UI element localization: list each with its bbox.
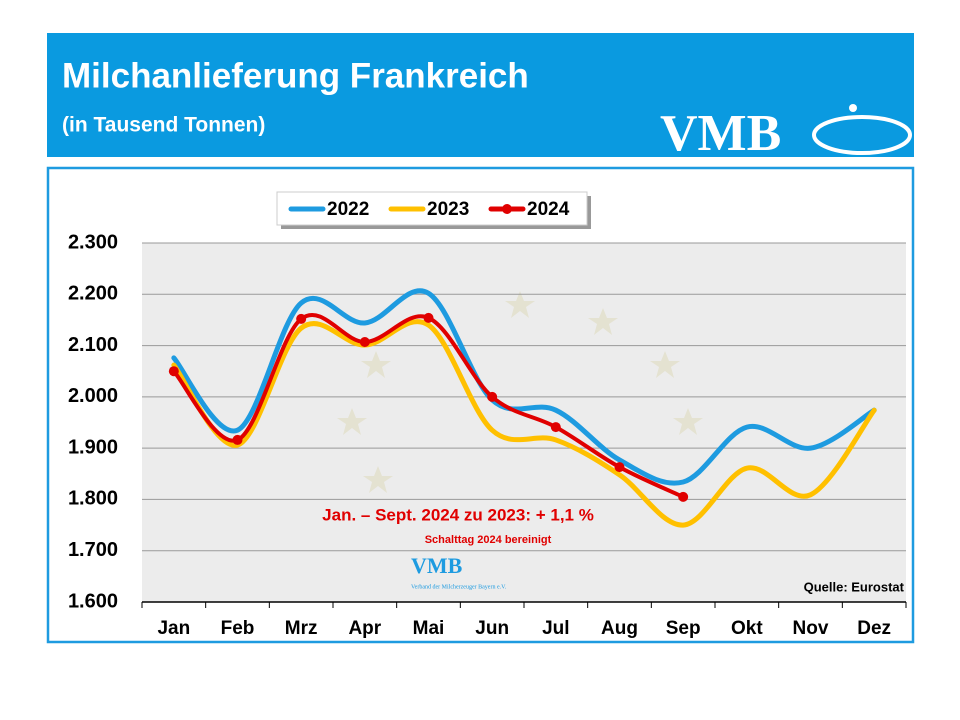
series-line bbox=[171, 319, 877, 528]
y-tick-label: 2.100 bbox=[68, 334, 118, 356]
star bbox=[363, 466, 393, 493]
star bbox=[650, 351, 680, 378]
marker bbox=[359, 336, 370, 347]
marker bbox=[296, 313, 307, 324]
watermark-text: Verband der Milcherzeuger Bayern e.V. bbox=[411, 584, 507, 590]
x-tick-label: Mrz bbox=[285, 618, 318, 639]
y-tick-label: 1.900 bbox=[68, 436, 118, 458]
marker bbox=[550, 422, 561, 433]
star bbox=[505, 291, 535, 318]
source: Quelle: Eurostat bbox=[804, 579, 905, 594]
x-tick-label: Feb bbox=[221, 618, 255, 639]
x-tick-label: Jun bbox=[475, 618, 509, 639]
x-tick-label: Jan bbox=[157, 618, 190, 639]
subtitle: (in Tausend Tonnen) bbox=[62, 114, 265, 137]
legend-label: 2023 bbox=[427, 199, 469, 220]
star bbox=[361, 351, 391, 378]
logo-swoosh bbox=[812, 115, 912, 155]
marker bbox=[168, 366, 179, 377]
x-tick-label: Aug bbox=[601, 618, 638, 639]
star bbox=[673, 408, 703, 435]
y-tick-label: 1.600 bbox=[68, 590, 118, 612]
x-tick-label: Nov bbox=[793, 618, 829, 639]
x-tick-label: Mai bbox=[413, 618, 445, 639]
star bbox=[337, 408, 367, 435]
x-tick-label: Okt bbox=[731, 618, 763, 639]
annotation-note: Schalttag 2024 bereinigt bbox=[425, 534, 552, 546]
logo: VMB bbox=[660, 105, 781, 162]
title: Milchanlieferung Frankreich bbox=[62, 56, 529, 95]
x-tick-label: Dez bbox=[857, 618, 891, 639]
plot bbox=[168, 288, 877, 528]
series-line bbox=[171, 313, 686, 499]
legend-items: 2022 2023 2024 bbox=[288, 199, 570, 220]
legend-marker bbox=[502, 204, 512, 214]
marker bbox=[423, 312, 434, 323]
y-tick-label: 2.300 bbox=[68, 231, 118, 253]
y-tick-label: 2.000 bbox=[68, 385, 118, 407]
annotation: Jan. – Sept. 2024 zu 2023: + 1,1 % bbox=[322, 505, 594, 524]
x-tick-label: Sep bbox=[666, 618, 701, 639]
marker bbox=[487, 391, 498, 402]
header-band bbox=[47, 33, 914, 157]
y-tick-label: 1.800 bbox=[68, 488, 118, 510]
legend-label: 2024 bbox=[527, 199, 570, 220]
x-tick-label: Jul bbox=[542, 618, 569, 639]
logo-dot bbox=[849, 104, 857, 112]
eu-stars bbox=[337, 291, 703, 493]
x-tick-label: Apr bbox=[348, 618, 381, 639]
legend-label: 2022 bbox=[327, 199, 369, 220]
star bbox=[588, 308, 618, 335]
legend bbox=[276, 191, 588, 226]
y-tick-label: 2.200 bbox=[68, 283, 118, 305]
watermark-logo: VMB bbox=[411, 553, 463, 578]
marker bbox=[614, 462, 625, 473]
marker bbox=[232, 434, 243, 445]
y-tick-label: 1.700 bbox=[68, 539, 118, 561]
marker bbox=[678, 491, 689, 502]
